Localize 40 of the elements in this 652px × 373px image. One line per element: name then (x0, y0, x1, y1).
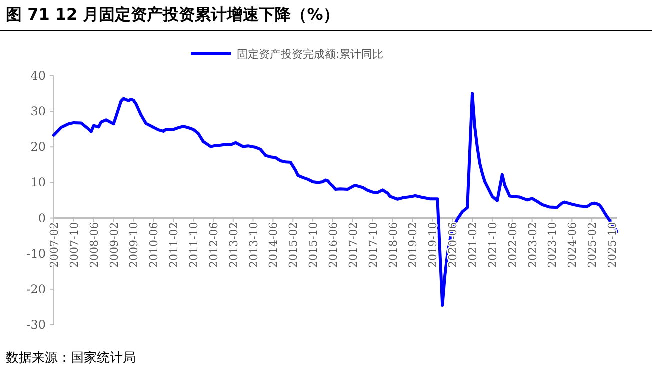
y-tick-label: 0 (38, 211, 46, 226)
x-tick-label: 2016-06 (327, 222, 340, 268)
x-tick-label: 2013-10 (247, 222, 260, 268)
x-tick-label: 2017-10 (366, 222, 380, 268)
x-tick-label: 2025-10 (606, 222, 620, 268)
y-tick-label: -20 (26, 282, 46, 296)
x-tick-label: 2017-02 (346, 222, 360, 268)
x-tick-label: 2023-10 (546, 222, 560, 268)
x-tick-label: 2008-06 (88, 222, 101, 268)
x-tick-label: 2021-02 (466, 222, 480, 268)
x-tick-label: 2019-02 (406, 222, 420, 268)
x-tick-label: 2007-10 (68, 222, 81, 268)
x-tick-label: 2011-10 (188, 222, 201, 268)
x-tick-label: 2013-02 (227, 222, 240, 268)
x-tick-label: 2022-06 (506, 222, 520, 268)
x-tick-label: 2009-10 (128, 222, 141, 268)
y-tick-label: -30 (26, 318, 46, 332)
y-tick-label: 20 (30, 140, 46, 154)
x-tick-label: 2023-02 (526, 222, 540, 268)
chart-title: 图 71 12 月固定资产投资累计增速下降（%） (6, 5, 340, 24)
x-tick-label: 2015-10 (307, 222, 320, 268)
x-tick-label: 2012-06 (207, 222, 220, 268)
y-tick-label: 30 (30, 104, 46, 119)
x-tick-label: 2024-06 (566, 222, 580, 268)
y-tick-label: 10 (30, 176, 46, 190)
x-tick-label: 2025-02 (586, 222, 600, 268)
x-tick-label: 2021-10 (486, 222, 500, 268)
x-tick-label: 2014-06 (267, 222, 280, 268)
x-tick-label: 2019-10 (426, 222, 440, 268)
y-tick-label: -10 (26, 246, 46, 261)
x-tick-label: 2015-02 (287, 222, 300, 268)
x-tick-label: 2009-02 (108, 222, 121, 268)
x-tick-label: 2020-06 (446, 222, 460, 268)
legend-label: 固定资产投资完成额:累计同比 (237, 48, 384, 61)
x-tick-label: 2007-02 (48, 222, 61, 268)
source-note: 数据来源：国家统计局 (6, 350, 136, 366)
x-tick-label: 2011-02 (168, 222, 181, 268)
x-tick-label: 2010-06 (148, 222, 161, 268)
x-tick-label: 2018-06 (386, 222, 400, 268)
y-tick-label: 40 (30, 69, 46, 83)
